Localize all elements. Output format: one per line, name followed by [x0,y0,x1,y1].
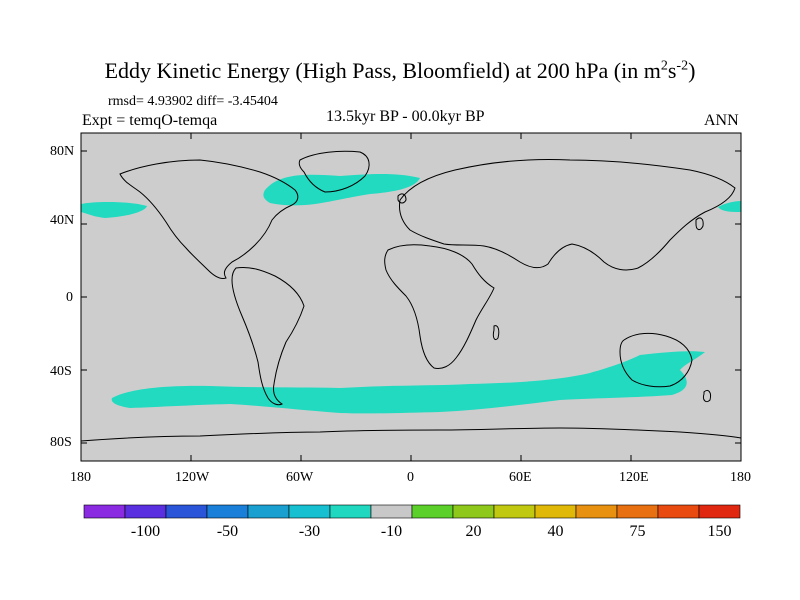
lon-label: 60W [286,470,314,485]
colorbar-label: 20 [466,523,482,540]
map-title: Eddy Kinetic Energy (High Pass, Bloomfie… [104,58,696,83]
lat-label: 40N [50,213,75,228]
lon-label: 180 [70,470,91,485]
stats-text: rmsd= 4.93902 diff= -3.45404 [108,94,278,109]
season-label: ANN [704,112,739,129]
coast-madagascar [492,325,500,341]
colorbar-swatch [616,504,659,519]
colorbar-label: 150 [708,523,732,540]
coast-uk [397,193,407,204]
colorbar-label: -10 [381,523,402,540]
coast-antarctica [80,427,742,442]
colorbar-label: -50 [217,523,238,540]
lon-label: 120W [175,470,210,485]
anomaly-north-pacific-west [81,201,147,218]
colorbar-swatch [575,504,618,519]
colorbar-swatch [247,504,290,519]
colorbar-label: 75 [630,523,646,540]
axis-ticks [80,133,742,461]
colorbar-swatch [534,504,577,519]
coast-north-america [119,159,299,279]
lon-label: 180 [730,470,751,485]
colorbar-swatch [370,504,413,519]
anomaly-southern-band [111,351,705,414]
coast-greenland [298,150,370,193]
colorbar-swatch [83,504,126,519]
coast-south-america [231,267,305,406]
lat-label: 80N [50,144,75,159]
coast-africa [384,244,495,369]
colorbar-label: -100 [131,523,160,540]
lat-label: 0 [66,290,73,305]
colorbar-swatch [288,504,331,519]
colorbar-swatch [206,504,249,519]
coast-australia [619,332,693,388]
colorbar-label: -30 [299,523,320,540]
colorbar-swatch [493,504,536,519]
colorbar-swatch [452,504,495,519]
colorbar-label: 40 [548,523,564,540]
coast-new-zealand [703,389,711,403]
colorbar-swatch [165,504,208,519]
colorbar-swatch [124,504,167,519]
period-label: 13.5kyr BP - 00.0kyr BP [326,108,485,125]
colorbar-swatch [657,504,700,519]
lat-label: 80S [50,435,72,450]
colorbar-swatch [411,504,454,519]
lon-label: 60E [509,470,532,485]
experiment-label: Expt = temqO-temqa [82,112,218,129]
colorbar-swatch [329,504,372,519]
coastlines [80,150,742,442]
colorbar-swatch [698,504,741,519]
lon-label: 0 [407,470,414,485]
colorbar: -100 -50 -30 -10 20 40 75 150 [83,504,741,540]
anomaly-north-pacific-east [718,201,741,212]
lat-label: 40S [50,364,72,379]
coast-eurasia [399,158,736,271]
lon-label: 120E [619,470,649,485]
coast-japan [695,217,704,231]
